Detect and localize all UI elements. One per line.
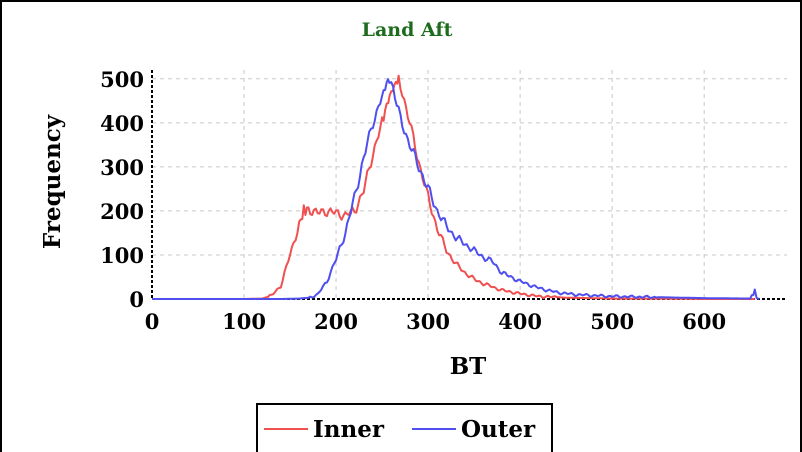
x-tick-label: 300: [406, 309, 450, 334]
legend-label-inner: Inner: [313, 416, 385, 443]
series-line-inner: [152, 74, 755, 300]
chart-title: Land Aft: [362, 19, 453, 41]
grid: [152, 70, 787, 299]
series-line-outer: [152, 78, 760, 300]
y-axis-label: Frequency: [39, 114, 66, 249]
axes: [151, 70, 787, 300]
x-axis-label: BT: [450, 353, 487, 380]
y-tick-label: 500: [100, 67, 144, 92]
x-tick-label: 100: [222, 309, 266, 334]
x-tick-label: 0: [145, 309, 160, 334]
legend: Inner Outer: [256, 403, 553, 452]
series-layer: [152, 74, 760, 300]
x-tick-label: 200: [314, 309, 358, 334]
x-tick-label: 600: [682, 309, 726, 334]
y-tick-label: 0: [129, 287, 144, 312]
legend-label-outer: Outer: [461, 416, 536, 443]
y-tick-label: 200: [100, 199, 144, 224]
y-tick-label: 300: [100, 155, 144, 180]
x-tick-label: 400: [498, 309, 542, 334]
ticks: 0 100 200 300 400 500 600 0 100 200 300 400 500: [100, 67, 726, 334]
y-tick-label: 400: [100, 111, 144, 136]
y-tick-label: 100: [100, 243, 144, 268]
x-tick-label: 500: [590, 309, 634, 334]
